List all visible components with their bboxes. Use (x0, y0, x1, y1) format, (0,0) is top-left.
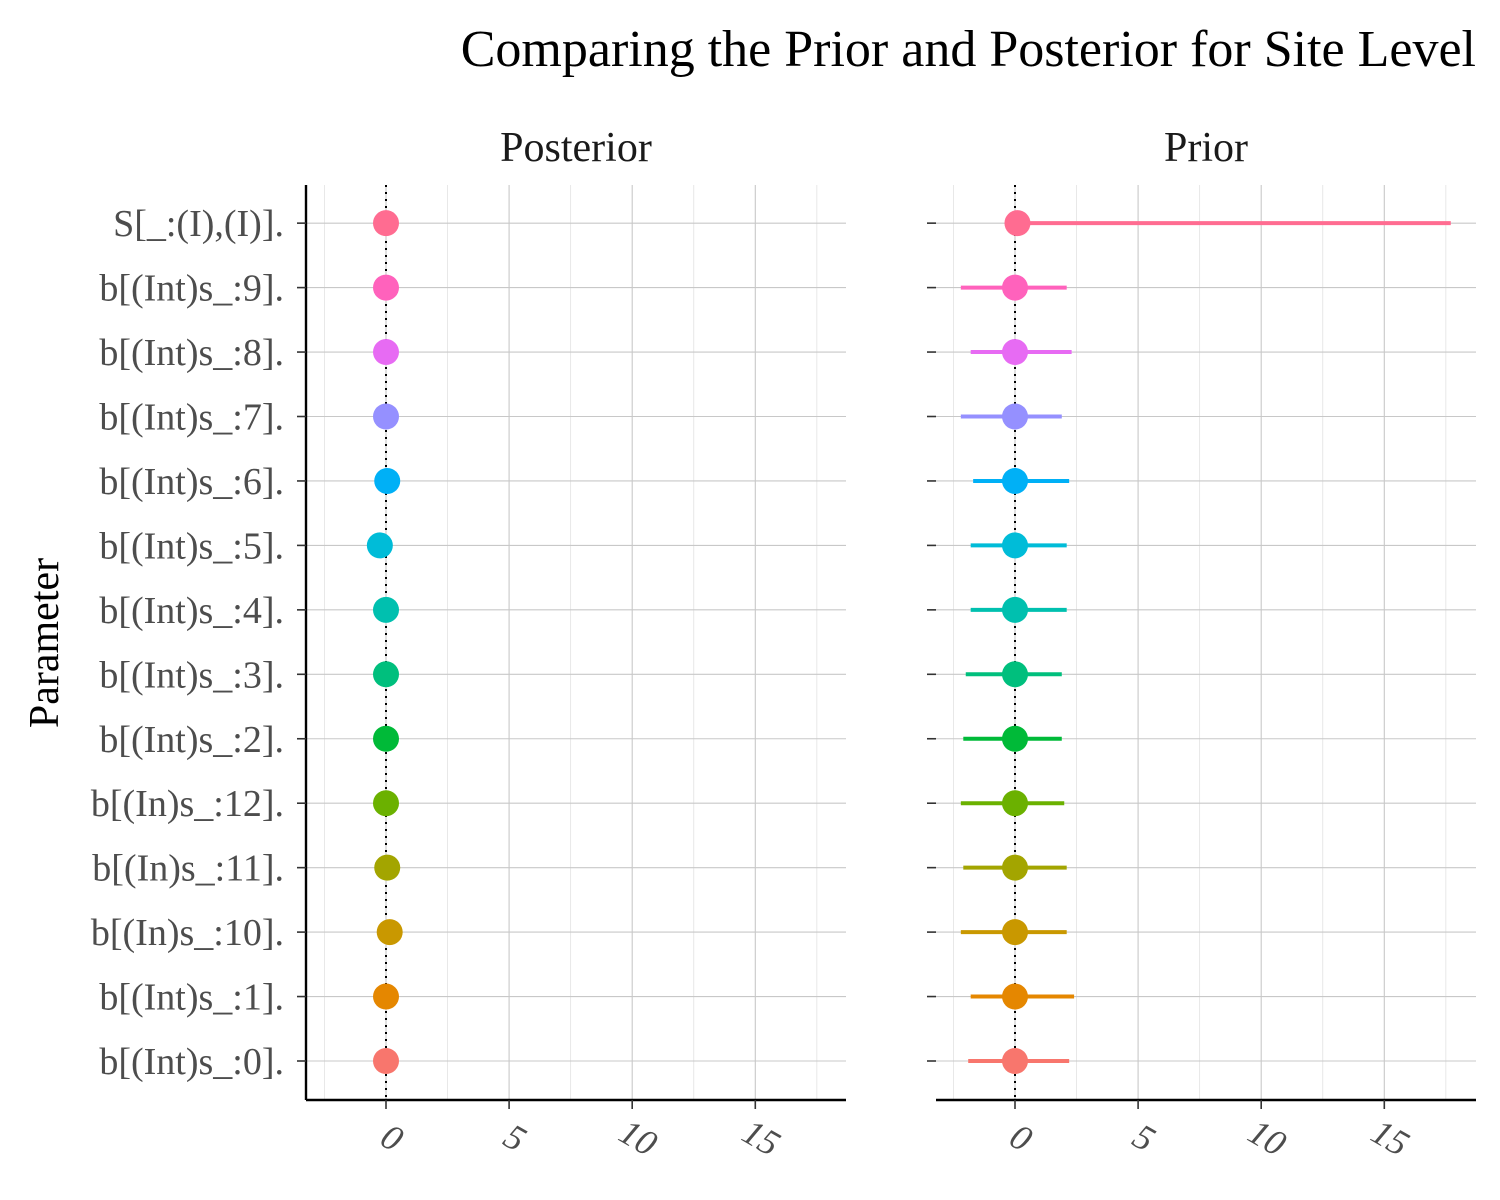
y-axis-title: Parameter (22, 558, 68, 728)
y-tick-label: b[(Int)s_:3]. (99, 654, 284, 696)
estimate-point (373, 661, 399, 688)
x-tick-label: 15 (736, 1111, 787, 1164)
y-tick-label: b[(Int)s_:6]. (99, 461, 284, 503)
estimate-point (373, 790, 399, 817)
x-tick-label: 15 (1365, 1111, 1416, 1164)
y-tick-label: b[(Int)s_:1]. (99, 977, 284, 1019)
estimate-point (1002, 790, 1028, 817)
panel-strip-label: Prior (1164, 125, 1248, 171)
estimate-point (1002, 1048, 1028, 1074)
estimate-point (1002, 596, 1028, 623)
estimate-point (1002, 854, 1028, 881)
y-tick-label: S[_:(I),(I)]. (113, 203, 284, 245)
estimate-point (1002, 725, 1028, 752)
panel-strip-label: Posterior (500, 125, 652, 171)
estimate-point (373, 403, 399, 430)
x-tick-label: 5 (497, 1116, 533, 1160)
x-tick-label: 10 (613, 1111, 664, 1164)
y-tick-label: b[(In)s_:11]. (92, 848, 284, 890)
y-tick-label: b[(Int)s_:2]. (99, 719, 284, 761)
y-tick-label: b[(In)s_:12]. (91, 783, 284, 825)
estimate-point (1002, 983, 1028, 1010)
estimate-point (1004, 210, 1031, 237)
estimate-point (1002, 339, 1028, 366)
y-tick-label: b[(Int)s_:4]. (99, 590, 284, 632)
panel-prior: Prior 0 5 10 15 (927, 125, 1476, 1164)
y-tick-label: b[(Int)s_:7]. (99, 397, 284, 439)
panels: Posterior 0 5 10 15 b[(Int)s_:0]. b[(Int)s_:1]… (91, 125, 1476, 1164)
estimate-point (373, 210, 399, 237)
estimate-point (373, 339, 399, 366)
estimate-point (373, 725, 399, 752)
y-tick-label: b[(Int)s_:8]. (99, 332, 284, 374)
chart-title: Comparing the Prior and Posterior for Si… (461, 21, 1476, 78)
estimate-point (1002, 403, 1028, 430)
estimate-point (376, 919, 403, 946)
panel-posterior: Posterior 0 5 10 15 b[(Int)s_:0]. b[(Int)s_:1]… (91, 125, 846, 1164)
estimate-point (1002, 919, 1028, 946)
estimate-point (373, 1048, 399, 1074)
estimate-point (1002, 274, 1028, 301)
x-tick-label: 0 (1003, 1116, 1039, 1160)
estimate-point (1002, 661, 1028, 688)
x-tick-label: 10 (1242, 1111, 1293, 1164)
y-tick-label: b[(Int)s_:0]. (99, 1041, 284, 1083)
y-tick-label: b[(Int)s_:9]. (99, 268, 284, 310)
x-tick-label: 5 (1126, 1116, 1162, 1160)
estimate-point (374, 467, 401, 494)
y-tick-label: b[(Int)s_:5]. (99, 525, 284, 567)
estimate-point (374, 854, 401, 881)
x-tick-label: 0 (374, 1116, 410, 1160)
estimate-point (1002, 467, 1028, 494)
estimate-point (373, 274, 399, 301)
estimate-point (373, 983, 399, 1010)
estimate-point (1002, 532, 1028, 559)
estimate-point (373, 596, 399, 623)
y-tick-label: b[(In)s_:10]. (91, 912, 284, 954)
estimate-point (366, 532, 393, 559)
